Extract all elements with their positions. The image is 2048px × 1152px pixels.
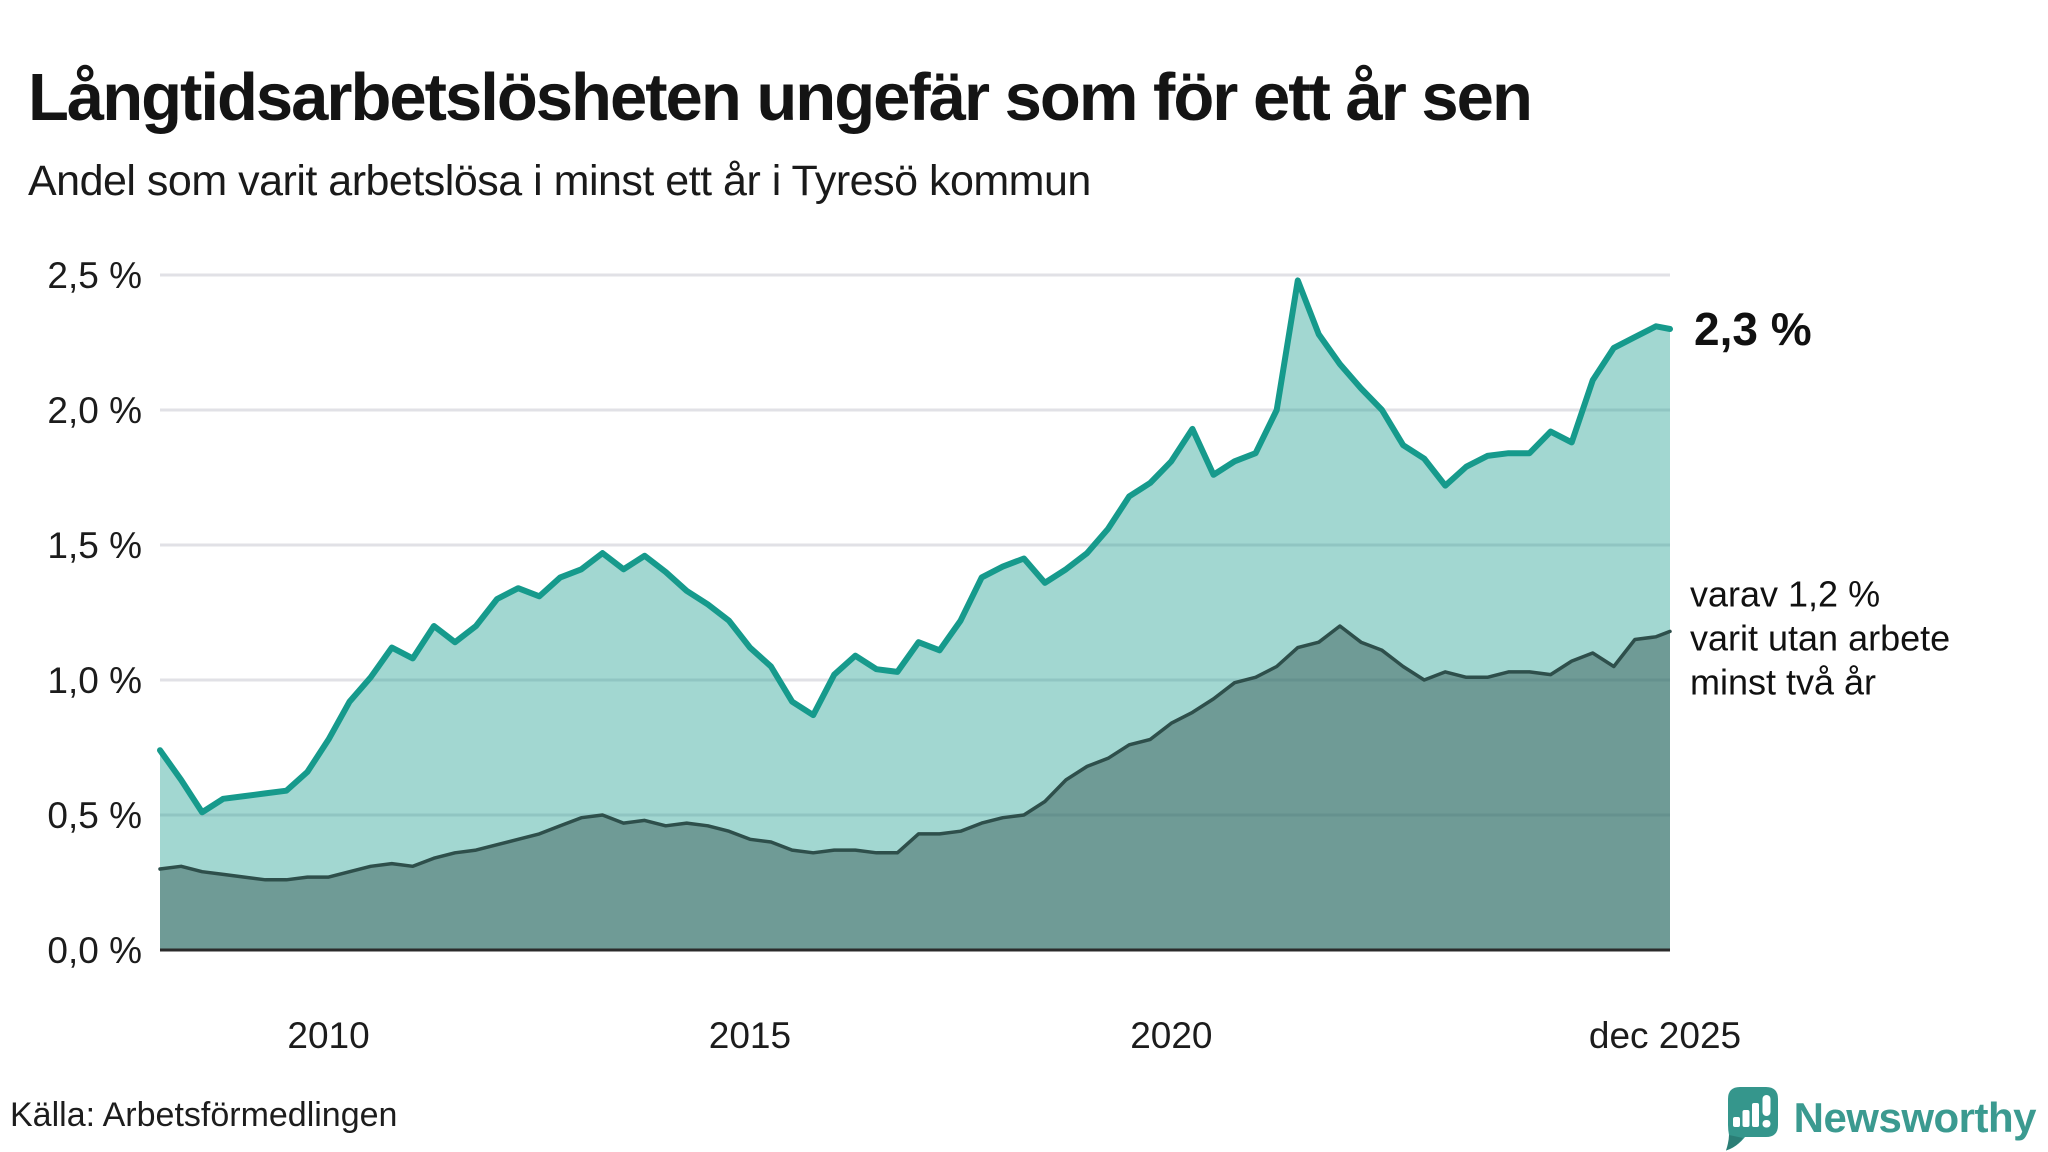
- newsworthy-logo-icon: [1725, 1087, 1778, 1151]
- area-total-one-year: [160, 280, 1670, 950]
- bar-chart-glyph: [1732, 1103, 1759, 1127]
- two-year-annotation-line: varav 1,2 %: [1690, 573, 1880, 614]
- exclamation-glyph: [1762, 1095, 1771, 1128]
- y-axis-tick-label: 2,5 %: [47, 255, 142, 296]
- y-axis-tick-label: 1,5 %: [47, 525, 142, 566]
- two-year-annotation-line: minst två år: [1690, 661, 1876, 702]
- page-subtitle: Andel som varit arbetslösa i minst ett å…: [28, 157, 1091, 205]
- line-two-years: [158, 624, 1672, 882]
- x-axis-tick-label: dec 2025: [1589, 1015, 1741, 1056]
- page-title: Långtidsarbetslösheten ungefär som för e…: [28, 59, 1533, 135]
- x-axis-tick-label: 2015: [709, 1015, 791, 1056]
- newsworthy-logo: Newsworthy: [1716, 1086, 2037, 1151]
- latest-value-label: 2,3 %: [1694, 303, 1812, 355]
- bubble-shade: [1725, 1135, 1743, 1151]
- two-year-annotation-line: varit utan arbete: [1690, 617, 1950, 658]
- area-two-years: [160, 626, 1670, 950]
- y-axis-tick-label: 0,0 %: [47, 930, 142, 971]
- newsworthy-wordmark: Newsworthy: [1793, 1094, 2037, 1141]
- source-caption: Källa: Arbetsförmedlingen: [10, 1096, 398, 1134]
- y-axis-tick-label: 0,5 %: [47, 795, 142, 836]
- line-total-one-year: [157, 277, 1673, 816]
- x-axis-tick-label: 2020: [1130, 1015, 1212, 1056]
- y-axis-tick-label: 1,0 %: [47, 660, 142, 701]
- x-axis-tick-label: 2010: [287, 1015, 369, 1056]
- y-axis-tick-label: 2,0 %: [47, 390, 142, 431]
